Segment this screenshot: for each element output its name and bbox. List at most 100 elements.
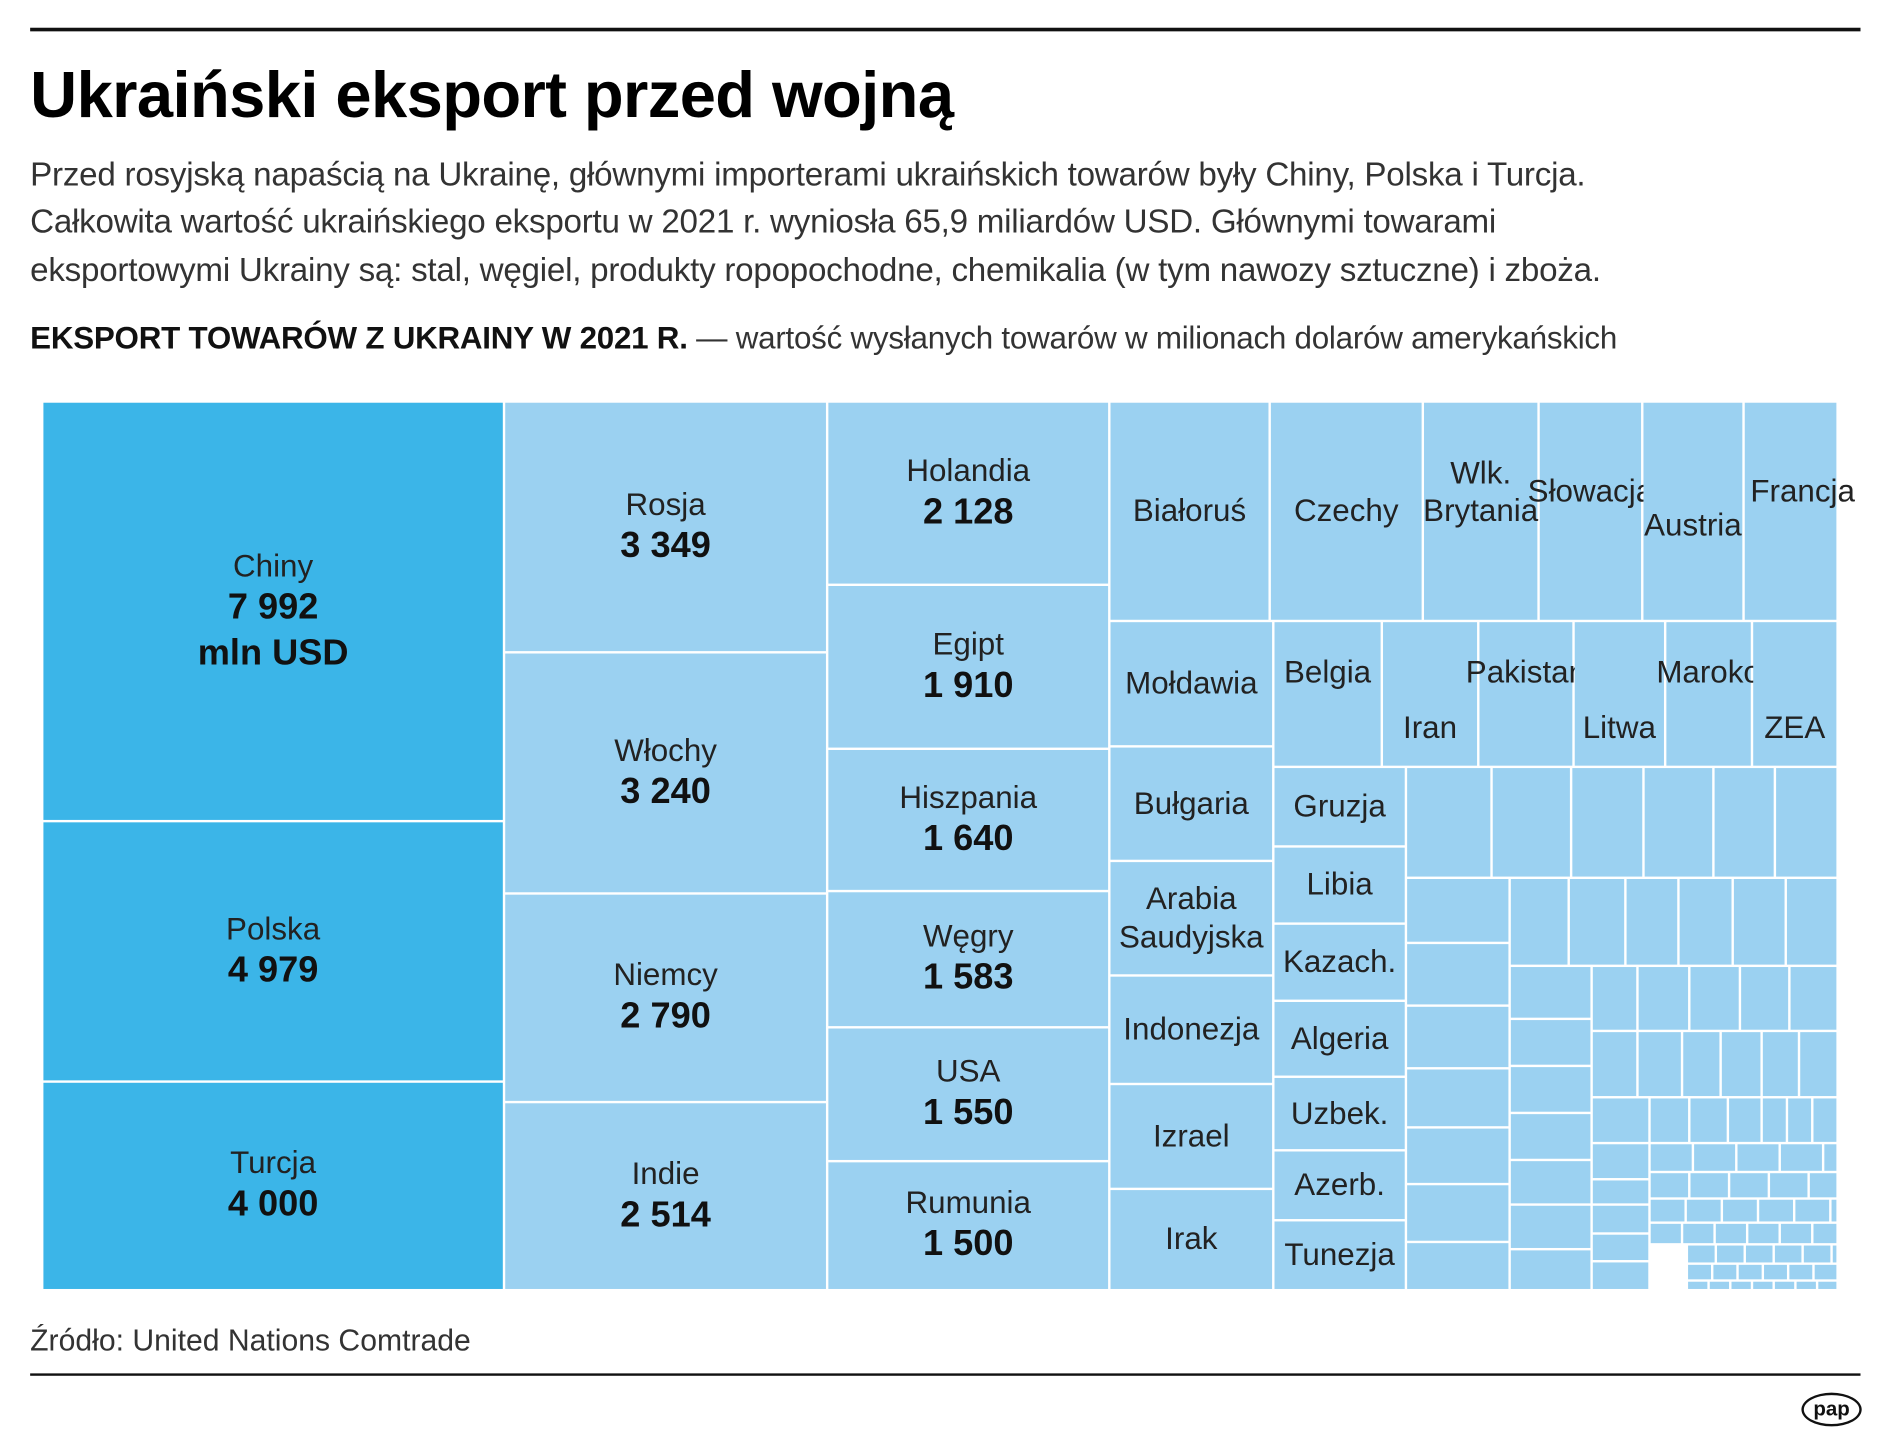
tile-value: 1 550 [922, 1092, 1014, 1133]
tile-label-group: Irak [1165, 1221, 1217, 1259]
tile-unlabeled-country [1770, 1173, 1808, 1198]
tile-unlabeled-country [1407, 1185, 1509, 1241]
tile-label-group: Maroko [1656, 653, 1761, 691]
tile-unlabeled-country [1813, 1098, 1837, 1142]
tile-label-group: Austria [1644, 507, 1742, 545]
tile-unlabeled-country [1831, 1199, 1837, 1222]
tile-value: 3 349 [620, 525, 711, 566]
tile-label-group: Wlk. Brytania [1423, 454, 1538, 529]
tile-value: 2 790 [620, 996, 711, 1037]
tile-value: 3 240 [620, 771, 711, 812]
tile-unlabeled-country [1764, 1264, 1787, 1280]
tile-country-name: Węgry [922, 917, 1014, 954]
tile-unlabeled-country [1683, 1223, 1714, 1244]
tile-unlabeled-country [1510, 1067, 1591, 1112]
tile-country-name: Izrael [1152, 1117, 1230, 1154]
tile-unlabeled-country [1759, 1199, 1793, 1222]
tile-label-group: Indie 2 514 [620, 1155, 711, 1238]
tile-unlabeled-country [1737, 1144, 1779, 1171]
tile-country-name: Słowacja [1527, 473, 1654, 510]
tile-unlabeled-country [1572, 768, 1643, 877]
tile-algeria: Algeria [1274, 1001, 1405, 1076]
tile-pakistan: Pakistan [1466, 622, 1586, 766]
tile-label-group: Węgry 1 583 [923, 918, 1014, 1001]
tile-hiszpania: Hiszpania 1 640 [828, 749, 1109, 890]
tile-label-group: Hiszpania 1 640 [899, 779, 1037, 862]
tile-unlabeled-country [1592, 1098, 1649, 1142]
tile-unlabeled-country [1753, 1281, 1773, 1289]
tile-unlabeled-country [1650, 1223, 1681, 1244]
tile-value: 4 000 [227, 1184, 319, 1225]
chart-subheading: EKSPORT TOWARÓW Z UKRAINY W 2021 R. — wa… [30, 320, 1617, 357]
tile-unlabeled-country [1492, 768, 1570, 877]
tile-value: 2 514 [620, 1194, 711, 1235]
tile-niemcy: Niemcy 2 790 [505, 894, 826, 1101]
tile-unlabeled-country [1510, 1205, 1591, 1248]
tile-unlabeled-country [1814, 1264, 1837, 1280]
tile-unlabeled-country [1809, 1173, 1837, 1198]
tile-białoruś: Białoruś [1110, 402, 1269, 620]
tile-label-group: Holandia 2 128 [906, 452, 1030, 535]
tile-unlabeled-country [1626, 879, 1678, 965]
tile-value: 1 583 [922, 957, 1014, 998]
tile-gruzja: Gruzja [1274, 768, 1405, 846]
tile-turcja: Turcja 4 000 [43, 1082, 503, 1289]
bottom-rule [30, 1373, 1861, 1376]
tile-unlabeled-country [1780, 1144, 1822, 1171]
tile-unlabeled-country [1688, 1245, 1715, 1263]
tile-country-name: Gruzja [1293, 787, 1386, 825]
tile-unlabeled-country [1800, 1032, 1837, 1097]
tile-libia: Libia [1274, 847, 1405, 923]
tile-label-group: Arabia Saudyjska [1119, 881, 1264, 956]
tile-unlabeled-country [1714, 768, 1774, 877]
tile-unlabeled-country [1729, 1098, 1761, 1142]
tile-słowacja: Słowacja [1528, 402, 1653, 620]
tile-unlabeled-country [1407, 768, 1491, 877]
tile-country-name: Turcja [230, 1144, 317, 1181]
tile-label-group: Niemcy 2 790 [613, 956, 718, 1039]
tile-label-group: Gruzja [1293, 788, 1385, 826]
tile-rumunia: Rumunia 1 500 [828, 1162, 1109, 1289]
tile-country-name: Niemcy [613, 956, 718, 993]
tile-country-name: Bułgaria [1133, 784, 1249, 822]
tile-label-group: Chiny 7 992 mln USD [198, 547, 349, 675]
tile-wlk-brytania: Wlk. Brytania [1423, 402, 1538, 620]
tile-label-group: Algeria [1291, 1020, 1389, 1058]
tile-label-group: Pakistan [1466, 653, 1586, 691]
tile-unlabeled-country [1780, 1223, 1812, 1244]
tile-label-group: Azerb. [1294, 1166, 1385, 1204]
tile-uzbek-: Uzbek. [1274, 1077, 1405, 1150]
tile-unlabeled-country [1762, 1098, 1786, 1142]
source-note: Źródło: United Nations Comtrade [30, 1323, 471, 1358]
tile-unlabeled-country [1683, 1032, 1720, 1097]
tile-country-name: Kazach. [1282, 943, 1397, 980]
tile-country-name: Austria [1644, 506, 1742, 544]
tile-mołdawia: Mołdawia [1110, 622, 1273, 746]
tile-label-group: Turcja 4 000 [228, 1144, 319, 1227]
tile-unlabeled-country [1592, 1032, 1637, 1097]
tile-unlabeled-country [1723, 1199, 1757, 1222]
tile-country-name: Indonezja [1123, 1010, 1260, 1048]
tile-unlabeled-country [1650, 1199, 1685, 1222]
tile-unlabeled-country [1686, 1199, 1721, 1222]
tile-unlabeled-country [1407, 879, 1509, 942]
tile-unlabeled-country [1592, 1262, 1649, 1289]
tile-unlabeled-country [1762, 1032, 1798, 1097]
tile-country-name: Azerb. [1294, 1166, 1385, 1203]
tile-unlabeled-country [1713, 1264, 1737, 1280]
tile-unlabeled-country [1592, 1144, 1649, 1179]
tile-unlabeled-country [1786, 879, 1837, 965]
tile-izrael: Izrael [1110, 1085, 1273, 1188]
tile-country-name: Tunezja [1284, 1236, 1395, 1273]
tile-label-group: Rumunia 1 500 [905, 1184, 1030, 1267]
tile-unlabeled-country [1650, 1098, 1689, 1142]
tile-iran: Iran [1383, 622, 1478, 766]
tile-usa: USA 1 550 [828, 1028, 1109, 1160]
tile-country-name: Wlk. Brytania [1423, 454, 1539, 529]
tile-country-name: Litwa [1582, 708, 1656, 746]
chart-description: — wartość wysłanych towarów w milionach … [687, 319, 1618, 356]
tile-unlabeled-country [1803, 1245, 1831, 1263]
tile-unit: mln USD [197, 632, 349, 673]
tile-unlabeled-country [1709, 1281, 1730, 1289]
